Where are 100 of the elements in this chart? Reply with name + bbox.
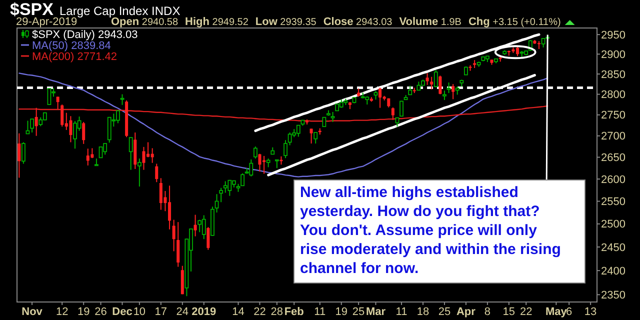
x-tick-label: May [545, 306, 568, 318]
candlestick [430, 76, 434, 90]
x-tick-label: Feb [284, 306, 304, 318]
annotation: Open 2940.58 [111, 16, 178, 28]
candlestick [34, 107, 38, 136]
candlestick [253, 146, 258, 160]
candlestick [18, 132, 21, 178]
candlestick [258, 153, 262, 172]
candlestick [82, 121, 86, 144]
candlestick [330, 111, 335, 122]
y-tick-label: 2800 [601, 89, 626, 102]
y-tick-label: 2400 [601, 265, 626, 278]
annotation: New all-time highs established yesterday. How do you fight that? You don't. Assume price will only rise moderately and within the rising channel for now. [300, 184, 561, 277]
candlestick [228, 179, 232, 196]
candlestick [172, 219, 176, 252]
x-tick-label: 10 [133, 306, 146, 318]
candlestick [223, 180, 228, 194]
candlestick [120, 94, 124, 106]
x-tick-label: 24 [176, 306, 189, 318]
candlestick [56, 96, 60, 110]
y-tick-label: 2950 [601, 29, 626, 42]
candlestick [249, 158, 254, 177]
legend-label: MA(200) 2771.42 [32, 51, 117, 63]
x-tick-label: Nov [22, 306, 44, 318]
x-tick-label: 13 [584, 306, 597, 318]
candlestick [155, 163, 158, 183]
x-tick-label: 15 [502, 306, 516, 318]
x-tick-label: 25 [352, 306, 365, 318]
x-tick-label: Dec [112, 306, 132, 318]
candlestick [47, 88, 52, 106]
chart-subtitle: Large Cap Index INDX [59, 4, 180, 18]
candlestick [198, 219, 202, 233]
candlestick [284, 140, 288, 159]
candlestick [159, 178, 162, 210]
x-tick-label: 12 [56, 306, 68, 318]
x-tick-label: 17 [154, 306, 168, 318]
candlestick [468, 64, 472, 72]
legend-label: MA(50) 2839.84 [32, 40, 111, 52]
legend-label: $SPX (Daily) 2943.03 [32, 29, 138, 41]
x-tick-label: 14 [232, 306, 244, 318]
candlestick [452, 84, 455, 100]
candlestick [194, 214, 197, 237]
candlestick [537, 40, 541, 50]
x-tick-label: 22 [520, 306, 532, 318]
x-tick-label: 11 [314, 306, 326, 318]
candlestick [438, 75, 442, 95]
x-tick-label: 6 [566, 306, 572, 318]
y-tick-label: 2500 [601, 218, 626, 231]
candlestick [128, 137, 133, 170]
candlestick [202, 214, 206, 240]
candlestick [30, 118, 34, 133]
candlestick [86, 148, 90, 166]
x-tick-label: Apr [456, 306, 476, 318]
annotation: High 2949.52 [185, 16, 249, 28]
x-tick-label: 19 [335, 306, 348, 318]
candlestick [103, 142, 108, 156]
candlestick [288, 132, 292, 146]
x-tick-label: 2019 [192, 306, 216, 318]
annotation: Volume 1.9B [399, 16, 462, 28]
x-tick-label: 11 [396, 306, 408, 318]
candlestick [391, 106, 394, 120]
candlestick [314, 132, 318, 144]
x-tick-label: 22 [254, 306, 266, 318]
candlestick [90, 148, 94, 159]
x-tick-label: Mar [366, 306, 386, 318]
x-tick-label: 28 [270, 306, 284, 318]
candlestick [137, 158, 142, 188]
candlestick [310, 128, 313, 144]
y-tick-label: 2900 [601, 48, 626, 61]
candlestick [69, 116, 72, 143]
candlestick [60, 104, 64, 128]
x-tick-label: 19 [77, 306, 90, 318]
candlestick [400, 100, 404, 117]
candlestick [219, 187, 224, 203]
candlestick [107, 116, 112, 144]
y-tick-label: 2450 [601, 242, 626, 254]
candlestick [434, 70, 438, 88]
x-tick-label: 18 [416, 306, 430, 318]
candlestick [142, 146, 146, 170]
y-tick-label: 2650 [601, 152, 626, 164]
candlestick [378, 87, 382, 108]
annotation: Chg +3.15 (+0.11%) [468, 16, 561, 28]
candlestick [98, 146, 103, 158]
y-tick-label: 2600 [601, 174, 626, 186]
candlestick [426, 72, 429, 86]
x-tick-label: 26 [94, 306, 107, 318]
y-tick-label: 2700 [601, 130, 626, 143]
annotation: 29-Apr-2019 [16, 16, 78, 28]
candlestick [21, 142, 26, 164]
candlestick [214, 194, 219, 214]
y-tick-label: 2750 [601, 110, 626, 122]
y-tick-label: 2850 [601, 68, 626, 81]
line-series [18, 72, 548, 178]
x-tick-label: 25 [438, 306, 451, 318]
annotation: Low 2939.35 [255, 16, 317, 28]
y-tick-label: 2350 [601, 290, 626, 302]
annotation: Close 2943.03 [323, 16, 393, 28]
candlestick [176, 222, 180, 268]
candlestick [206, 226, 210, 250]
candlestick [442, 90, 446, 100]
